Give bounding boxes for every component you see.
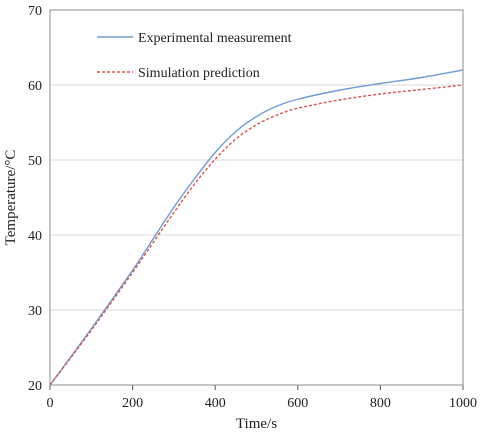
legend-label-simulation: Simulation prediction [138,66,260,81]
x-tick-label: 600 [287,396,308,411]
x-axis-label: Time/s [236,416,277,432]
y-tick-label: 40 [28,229,42,244]
x-tick-label: 200 [122,396,143,411]
x-tick-label: 800 [370,396,391,411]
grid [50,9,463,311]
tick-labels: 20 30 40 50 60 70 0 200 400 600 800 1000 [28,4,477,411]
plot-frame [49,9,464,386]
legend-label-experimental: Experimental measurement [138,31,292,46]
y-tick-label: 50 [28,154,42,169]
y-tick-label: 30 [28,304,42,319]
x-tick-label: 400 [205,396,226,411]
x-tick-label: 1000 [449,396,477,411]
x-tick-label: 0 [47,396,54,411]
y-tick-label: 20 [28,379,42,394]
y-axis-label: Temperature/°C [3,150,19,246]
y-tick-label: 60 [28,79,42,94]
axes [49,9,464,390]
series-line-0 [49,69,464,386]
legend: Experimental measurement Simulation pred… [97,31,292,81]
series-lines [49,69,464,386]
y-tick-label: 70 [28,4,42,19]
